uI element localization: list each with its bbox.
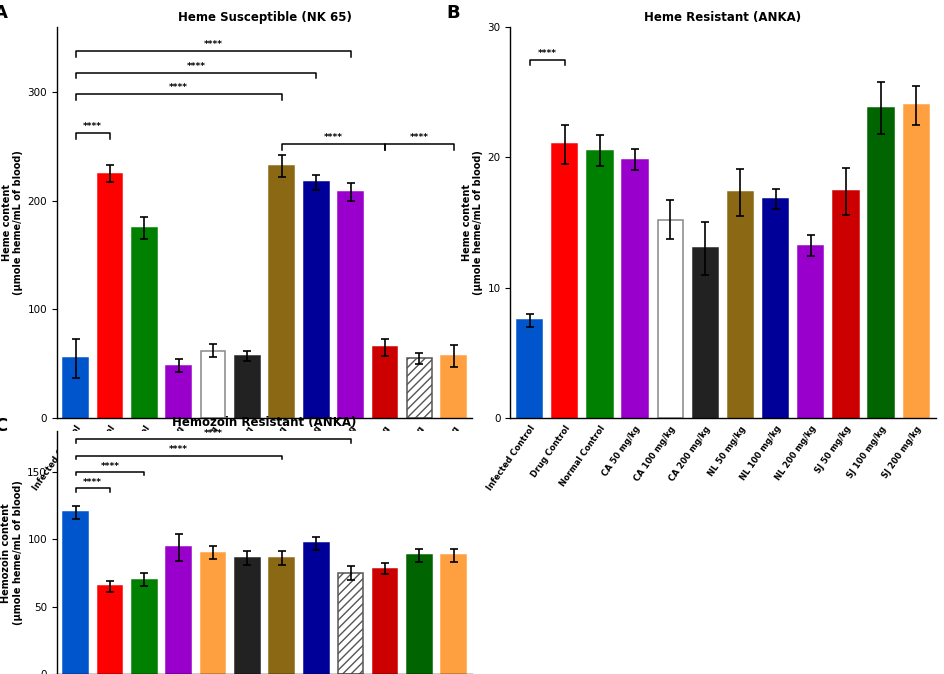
Bar bbox=[97, 586, 122, 674]
Bar bbox=[692, 249, 717, 418]
Bar bbox=[63, 358, 88, 418]
Text: ****: **** bbox=[410, 133, 429, 142]
Bar bbox=[727, 193, 752, 418]
Bar bbox=[902, 105, 928, 418]
Bar bbox=[97, 173, 122, 418]
Bar bbox=[269, 558, 294, 674]
Bar bbox=[441, 356, 465, 418]
Bar bbox=[63, 512, 88, 674]
Bar bbox=[407, 555, 431, 674]
Bar bbox=[166, 366, 191, 418]
Bar bbox=[657, 220, 683, 418]
Y-axis label: Heme content
(μmole heme/mL of blood): Heme content (μmole heme/mL of blood) bbox=[462, 150, 482, 295]
Bar bbox=[372, 347, 396, 418]
Text: ****: **** bbox=[203, 429, 223, 438]
Bar bbox=[833, 191, 858, 418]
Bar bbox=[516, 320, 542, 418]
Bar bbox=[586, 151, 612, 418]
Bar bbox=[338, 573, 362, 674]
Bar bbox=[303, 182, 329, 418]
Bar bbox=[622, 160, 647, 418]
Text: C: C bbox=[0, 417, 8, 435]
Title: Heme Susceptible (NK 65): Heme Susceptible (NK 65) bbox=[177, 11, 351, 24]
Bar bbox=[762, 199, 787, 418]
Bar bbox=[551, 144, 577, 418]
Text: ****: **** bbox=[537, 49, 556, 57]
Bar bbox=[441, 555, 465, 674]
Y-axis label: Hemozoin content
(μmole heme/mL of blood): Hemozoin content (μmole heme/mL of blood… bbox=[2, 481, 23, 625]
Bar bbox=[132, 580, 157, 674]
Bar bbox=[235, 356, 260, 418]
Title: Hemozoin Resistant (ANKA): Hemozoin Resistant (ANKA) bbox=[172, 416, 357, 429]
Y-axis label: Heme content
(μmole heme/mL of blood): Heme content (μmole heme/mL of blood) bbox=[2, 150, 24, 295]
Bar bbox=[372, 569, 396, 674]
Text: ****: **** bbox=[186, 61, 205, 71]
Bar bbox=[269, 166, 294, 418]
Bar bbox=[235, 558, 260, 674]
Text: ****: **** bbox=[100, 462, 119, 470]
Bar bbox=[407, 358, 431, 418]
Bar bbox=[338, 192, 362, 418]
Text: A: A bbox=[0, 3, 8, 22]
Title: Heme Resistant (ANKA): Heme Resistant (ANKA) bbox=[644, 11, 801, 24]
Text: ****: **** bbox=[83, 123, 102, 131]
Bar bbox=[166, 547, 191, 674]
Text: ****: **** bbox=[169, 84, 188, 92]
Bar bbox=[200, 350, 226, 418]
Text: ****: **** bbox=[169, 446, 188, 454]
Bar bbox=[303, 543, 329, 674]
Bar bbox=[200, 553, 226, 674]
Bar bbox=[798, 246, 822, 418]
Text: ****: **** bbox=[324, 133, 343, 142]
Text: B: B bbox=[447, 3, 460, 22]
Text: ****: **** bbox=[83, 478, 102, 487]
Bar bbox=[868, 108, 893, 418]
Text: ****: **** bbox=[203, 40, 223, 49]
Bar bbox=[132, 228, 157, 418]
